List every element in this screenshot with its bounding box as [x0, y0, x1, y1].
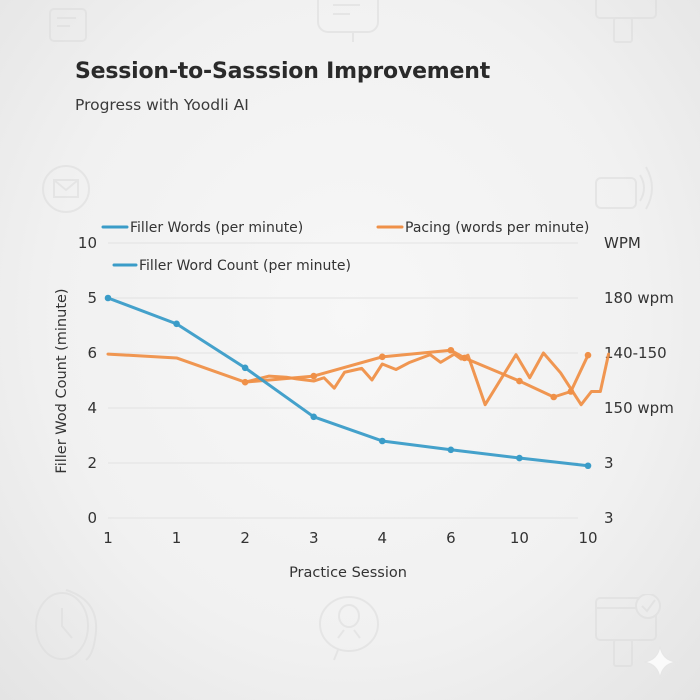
series-line-pacing: [243, 348, 590, 399]
y2-axis-ticks: 3 3 150 wpm 140-150 180 wpm WPM: [604, 234, 674, 527]
y2-tick-label: WPM: [604, 234, 641, 252]
gridlines: [108, 242, 578, 519]
chat-bubble-icon: [317, 0, 379, 42]
data-point-filler: [241, 364, 249, 372]
y-axis-ticks: 0 2 4 6 5 10: [78, 234, 97, 527]
legend-label-filler-words: Filler Words (per minute): [130, 220, 303, 236]
chart-title: Session-to-Sasssion Improvement: [75, 59, 491, 84]
y2-tick-label: 3: [604, 454, 614, 472]
x-tick-label: 10: [510, 529, 529, 547]
x-axis-ticks: 1 1 2 3 4 6 10 10: [103, 529, 597, 547]
data-point-filler: [173, 320, 180, 328]
legend-label-pacing: Pacing (words per minute): [405, 220, 589, 236]
data-point-pacing: [516, 377, 523, 385]
series-line-pacing: [106, 351, 611, 407]
y-tick-label: 2: [87, 454, 97, 472]
data-point-pacing: [378, 353, 386, 361]
x-tick-label: 4: [378, 529, 388, 547]
data-point-filler: [310, 413, 318, 421]
y2-tick-label: 180 wpm: [604, 289, 674, 307]
legend-item-filler-words[interactable]: Filler Words (per minute): [101, 220, 303, 236]
x-tick-label: 1: [172, 529, 182, 547]
user-bubble-icon: [319, 596, 379, 661]
phone-card-icon: [595, 0, 657, 43]
x-tick-label: 3: [309, 529, 319, 547]
data-point-filler: [378, 437, 386, 445]
legend-label-filler-count: Filler Word Count (per minute): [139, 258, 351, 274]
mail-bubble-icon: [42, 165, 90, 213]
sparkle-icon: [643, 645, 677, 679]
document-icon: [49, 8, 87, 42]
data-point-filler: [516, 454, 523, 462]
legend-item-filler-count[interactable]: Filler Word Count (per minute): [112, 258, 351, 274]
data-point-pacing: [584, 351, 592, 359]
x-tick-label: 2: [240, 529, 250, 547]
chart-subtitle: Progress with Yoodli AI: [75, 96, 249, 114]
data-point-filler: [104, 294, 112, 302]
legend: Filler Words (per minute) Pacing (words …: [101, 220, 589, 274]
y-tick-label: 6: [87, 344, 97, 362]
legend-item-pacing[interactable]: Pacing (words per minute): [376, 220, 589, 236]
clock-icon: [35, 589, 98, 661]
y2-tick-label: 3: [604, 509, 614, 527]
data-point-pacing: [447, 346, 455, 354]
y-axis-title: Filler Wod Count (minute): [54, 288, 70, 473]
data-point-pacing: [310, 372, 318, 380]
speaking-bubble-icon: [595, 166, 653, 210]
x-tick-label: 10: [578, 529, 597, 547]
series-layer: [104, 294, 611, 470]
data-point-filler: [447, 446, 455, 454]
data-point-filler: [584, 462, 592, 470]
y-tick-label: 5: [87, 289, 97, 307]
series-line-filler: [106, 296, 590, 468]
data-point-pacing: [550, 393, 558, 401]
checklist-icon: [595, 594, 661, 667]
x-axis-title: Practice Session: [289, 565, 407, 581]
y-tick-label: 10: [78, 234, 97, 252]
y2-tick-label: 150 wpm: [604, 399, 674, 417]
y-tick-label: 4: [87, 399, 97, 417]
x-tick-label: 6: [446, 529, 456, 547]
x-tick-label: 1: [103, 529, 113, 547]
y2-tick-label: 140-150: [604, 344, 667, 362]
y-tick-label: 0: [87, 509, 97, 527]
